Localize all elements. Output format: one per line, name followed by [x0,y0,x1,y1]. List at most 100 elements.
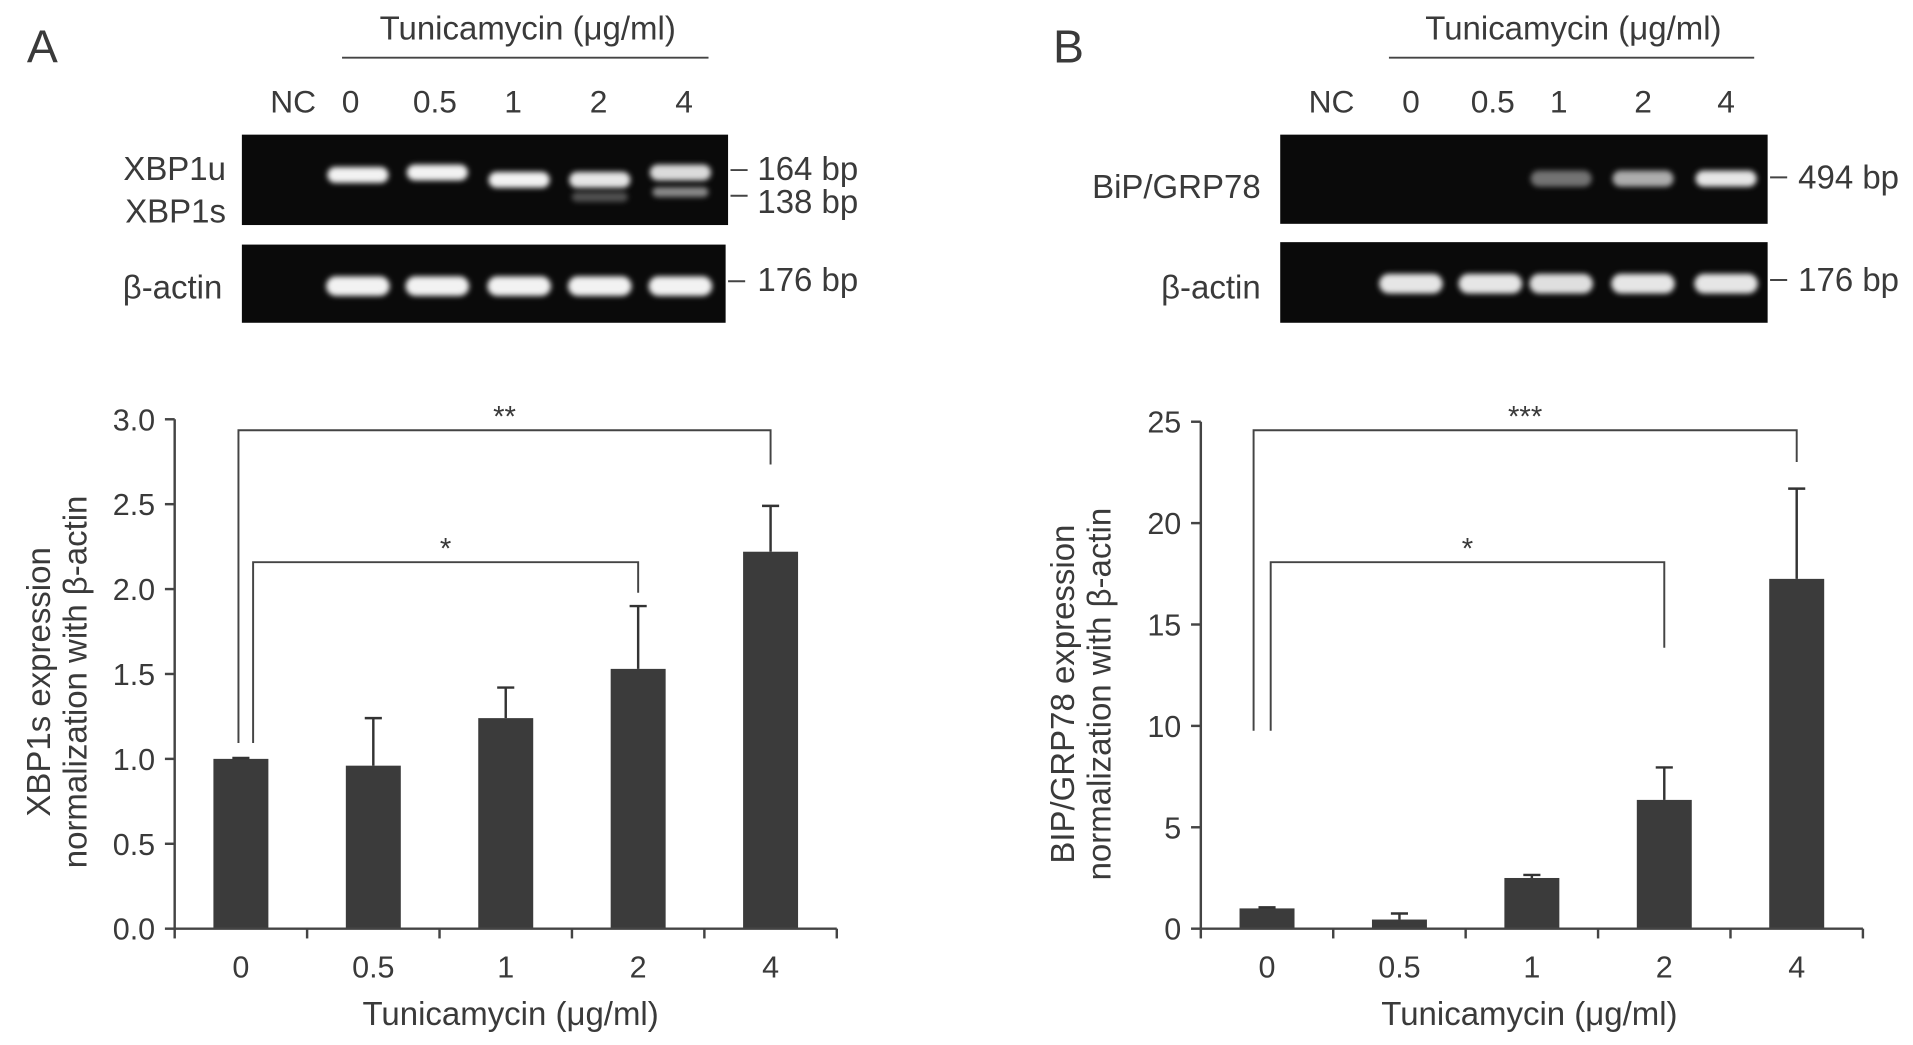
gel-band [649,164,711,181]
y-axis-label-line-2: normalization with β-actin [57,496,94,869]
y-tick-label: 2.0 [113,573,155,607]
significance-label: ** [493,401,516,434]
bar [1504,877,1560,929]
x-tick-label: 0.5 [352,951,394,985]
y-tick-label: 20 [1147,507,1181,541]
lane-label: 2 [590,84,608,120]
gel-band [327,167,389,183]
y-tick-label: 0.0 [113,913,155,947]
x-tick-label: 1 [497,951,514,985]
y-tick-label: 1.5 [113,658,155,692]
gel-band [326,276,390,296]
lane-label: 4 [675,84,693,120]
x-tick-label: 0 [1259,951,1276,985]
lane-label: 0 [1402,84,1420,120]
y-tick-label: 5 [1164,811,1181,845]
y-axis-label-line-1: BIP/GRP78 expression [1044,525,1081,864]
y-axis-label-line-1: XBP1s expression [20,547,57,816]
gel-treatment-label: Tunicamycin (μg/ml) [1425,9,1721,46]
significance-bracket [252,561,640,743]
significance-label: * [440,533,451,566]
lane-label: 2 [1634,84,1652,120]
lane-label: 1 [504,84,522,120]
y-tick-label: 25 [1147,406,1181,440]
gel-band [406,164,468,181]
x-tick-label: 1 [1523,951,1540,985]
lane-label: NC [1309,84,1355,120]
bar [478,718,534,929]
gel-band [487,276,551,296]
gel-band [652,187,709,197]
x-axis-label: Tunicamycin (μg/ml) [1381,995,1677,1032]
gel-band [569,171,631,188]
x-tick-label: 2 [1656,951,1673,985]
gel-image [241,244,726,323]
gel-band [1379,273,1443,294]
bar [1239,908,1295,929]
gel-row-label: β-actin [123,268,223,305]
bar [345,765,401,929]
gel-band [1694,273,1758,294]
gel-row-label: XBP1u [123,150,226,187]
x-axis-label: Tunicamycin (μg/ml) [363,995,659,1032]
size-marker-label: 176 bp [757,261,858,298]
gel-band [648,276,713,296]
panel-label: A [27,21,58,73]
y-tick-label: 2.5 [113,488,155,522]
gel-band [405,276,470,296]
x-tick-label: 4 [1788,951,1805,985]
lane-label: 4 [1717,84,1735,120]
panel-label: B [1053,21,1084,73]
size-marker-label: 164 bp [757,150,858,187]
significance-label: *** [1508,401,1542,434]
bar [213,758,269,929]
x-tick-label: 4 [762,951,779,985]
significance-bracket [237,429,772,743]
bar [1371,919,1427,929]
gel-band [1529,273,1593,294]
size-marker-label: 138 bp [757,183,858,220]
gel-treatment-label: Tunicamycin (μg/ml) [380,9,676,46]
gel-band [1458,273,1523,294]
significance-label: * [1462,533,1473,566]
y-tick-label: 1.0 [113,743,155,777]
lane-label: 0 [342,84,360,120]
x-tick-label: 0 [232,951,249,985]
y-tick-label: 10 [1147,710,1181,744]
gel-blot: BiP/GRP78 494 bp [1092,134,1899,224]
gel-band [1611,273,1675,294]
gel-blot: β-actin 176 bp [1161,242,1899,323]
y-tick-label: 0.5 [113,828,155,862]
gel-band [571,192,628,202]
lane-label: NC [270,84,316,120]
gel-image [241,134,729,226]
bar [1636,799,1692,929]
bar-chart: BIP/GRP78 expression normalization with … [1044,401,1865,1032]
size-marker-label: 176 bp [1798,261,1899,298]
gel-row-label: XBP1s [125,193,226,230]
gel-band [1695,170,1757,187]
gel-band [488,171,550,188]
gel-image [1280,134,1768,224]
gel-figure: NC 0 0.5 1 2 4 BiP/GRP78 494 bp β-actin 176 bp [1092,84,1899,323]
gel-band [568,276,632,296]
bar-chart: XBP1s expression normalization with β-ac… [20,401,839,1032]
y-tick-label: 0 [1164,913,1181,947]
bar [743,551,799,929]
x-tick-label: 2 [630,951,647,985]
y-axis-label-line-2: normalization with β-actin [1080,508,1117,881]
y-tick-label: 15 [1147,608,1181,642]
bar [610,668,666,929]
significance-bracket [1269,561,1666,731]
gel-band [1530,170,1592,187]
bar [1769,578,1825,929]
panel-b: B Tunicamycin (μg/ml) NC 0 0.5 1 2 4 BiP/GRP78… [1044,9,1899,1032]
size-marker-label: 494 bp [1798,158,1899,195]
gel-row-label: β-actin [1161,268,1261,305]
x-tick-label: 0.5 [1378,951,1420,985]
lane-label: 1 [1550,84,1568,120]
significance-bracket [1252,429,1798,731]
